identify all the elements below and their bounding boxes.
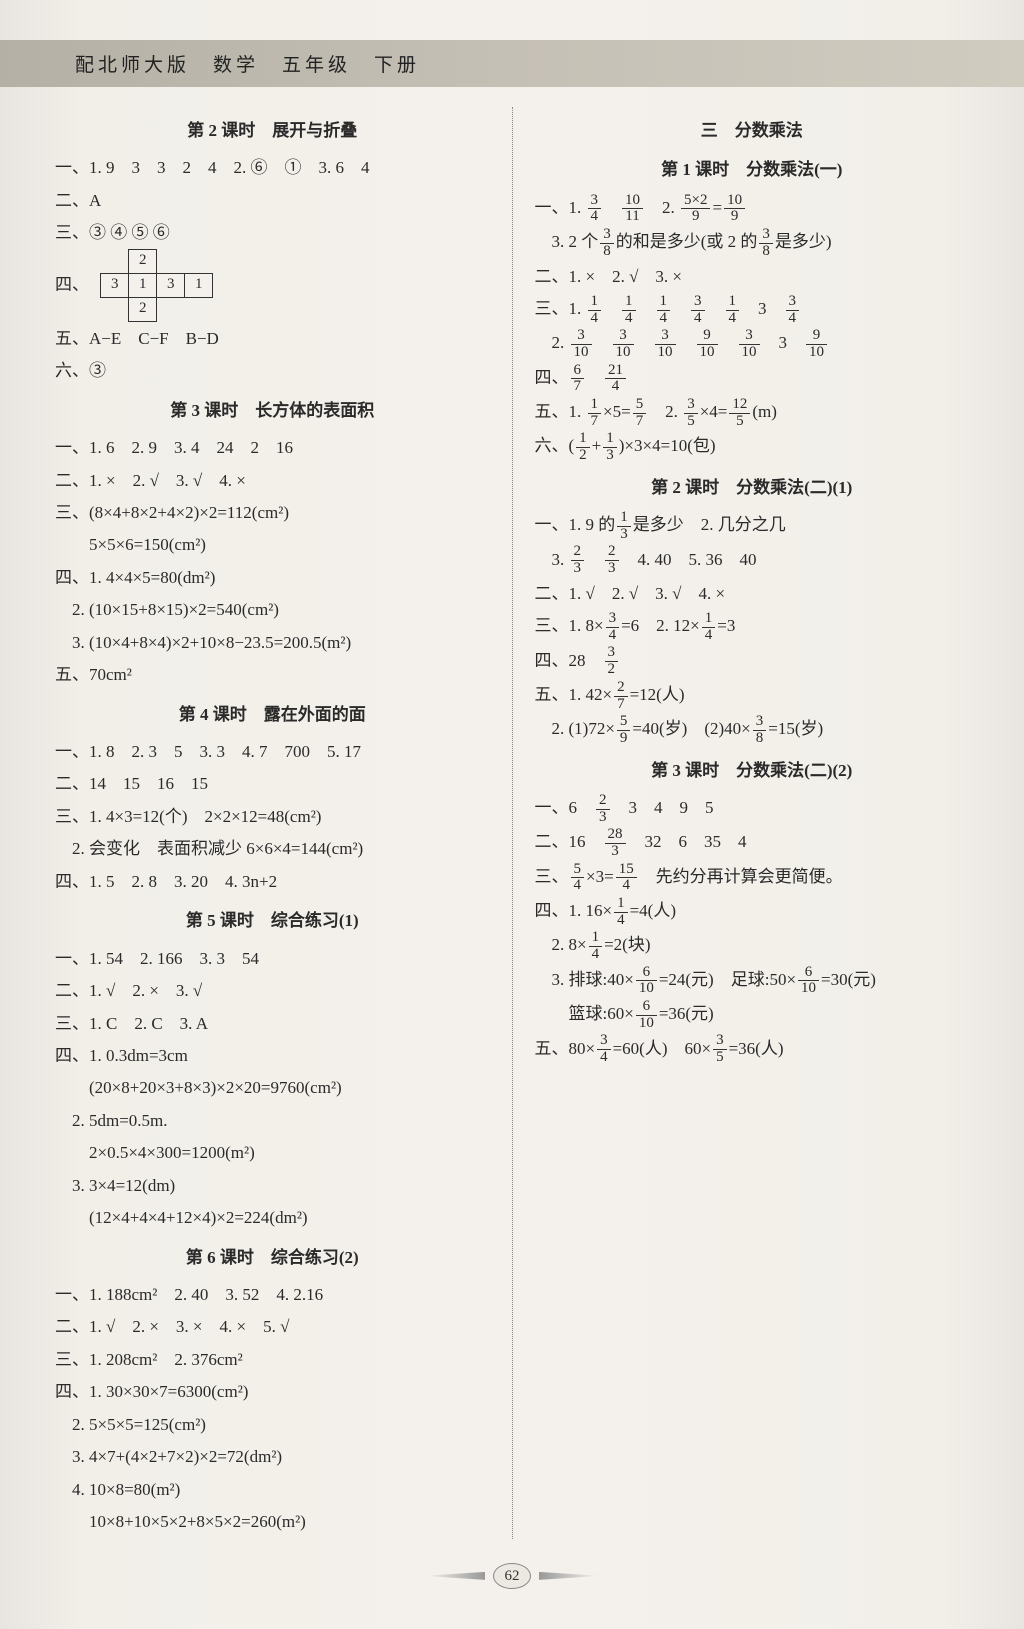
- answer-line: 一、6 23 3 4 9 5: [535, 792, 970, 825]
- answer-line: 3. 4×7+(4×2+7×2)×2=72(dm²): [55, 1441, 490, 1472]
- answer-line: 3. 3×4=12(dm): [55, 1170, 490, 1201]
- section-title: 第 5 课时 综合练习(1): [55, 905, 490, 936]
- ornament-wing-left-icon: [425, 1572, 485, 1580]
- answer-line: 一、1. 8 2. 3 5 3. 3 4. 7 700 5. 17: [55, 736, 490, 767]
- answer-line: 一、1. 6 2. 9 3. 4 24 2 16: [55, 432, 490, 463]
- section-title: 第 2 课时 展开与折叠: [55, 115, 490, 146]
- answer-line: 三、1. C 2. C 3. A: [55, 1008, 490, 1039]
- ornament-wing-right-icon: [539, 1572, 599, 1580]
- section-title: 第 4 课时 露在外面的面: [55, 699, 490, 730]
- answer-line: 三、54×3=154 先约分再计算会更简便。: [535, 861, 970, 894]
- answer-line: 3. (10×4+8×4)×2+10×8−23.5=200.5(m²): [55, 627, 490, 658]
- answer-line: 一、1. 188cm² 2. 40 3. 52 4. 2.16: [55, 1279, 490, 1310]
- label: 四、: [55, 275, 89, 294]
- answer-line: 2. 8×14=2(块): [535, 929, 970, 962]
- answer-line: 3. 排球:40×610=24(元) 足球:50×610=30(元): [535, 964, 970, 997]
- answer-line: 六、(12+13)×3×4=10(包): [535, 430, 970, 463]
- answer-line: 三、1. 208cm² 2. 376cm²: [55, 1344, 490, 1375]
- page-number: 62: [493, 1563, 531, 1589]
- answer-line: 2. 310 310 310 910 310 3 910: [535, 327, 970, 360]
- answer-line: 10×8+10×5×2+8×5×2=260(m²): [55, 1506, 490, 1537]
- answer-line: 五、1. 42×27=12(人): [535, 679, 970, 712]
- answer-line: 二、1. × 2. √ 3. √ 4. ×: [55, 465, 490, 496]
- answer-line: 2. (1)72×59=40(岁) (2)40×38=15(岁): [535, 713, 970, 746]
- answer-line: 五、80×34=60(人) 60×35=36(人): [535, 1033, 970, 1066]
- section-title: 第 3 课时 长方体的表面积: [55, 395, 490, 426]
- answer-line: 3. 23 23 4. 40 5. 36 40: [535, 544, 970, 577]
- answer-line: 一、1. 54 2. 166 3. 3 54: [55, 943, 490, 974]
- answer-line: 四、1. 30×30×7=6300(cm²): [55, 1376, 490, 1407]
- answer-line: 四、1. 0.3dm=3cm: [55, 1040, 490, 1071]
- answer-line: 三、(8×4+8×2+4×2)×2=112(cm²): [55, 497, 490, 528]
- section-title: 第 6 课时 综合练习(2): [55, 1242, 490, 1273]
- answer-line: (12×4+4×4+12×4)×2=224(dm²): [55, 1202, 490, 1233]
- answer-line: 三、1. 14 14 14 34 14 3 34: [535, 293, 970, 326]
- answer-line: 五、1. 17×5=57 2. 35×4=125(m): [535, 396, 970, 429]
- answer-line: 二、1. √ 2. × 3. √: [55, 975, 490, 1006]
- section-title: 第 1 课时 分数乘法(一): [535, 154, 970, 185]
- answer-line: 4. 10×8=80(m²): [55, 1474, 490, 1505]
- page: 配北师大版 数学 五年级 下册 第 2 课时 展开与折叠 一、1. 9 3 3 …: [0, 0, 1024, 1629]
- answer-line: 五、70cm²: [55, 659, 490, 690]
- answer-line: 二、1. × 2. √ 3. ×: [535, 261, 970, 292]
- answer-line: 二、1. √ 2. √ 3. √ 4. ×: [535, 578, 970, 609]
- answer-line: 三、③ ④ ⑤ ⑥: [55, 217, 490, 248]
- answer-line: 篮球:60×610=36(元): [535, 998, 970, 1031]
- section-title: 第 3 课时 分数乘法(二)(2): [535, 755, 970, 786]
- column-divider: [512, 107, 513, 1539]
- net-grid: 2 3131 2: [101, 250, 213, 322]
- answer-line: 六、③: [55, 355, 490, 386]
- answer-line: 2. 5×5×5=125(cm²): [55, 1409, 490, 1440]
- answer-line: 一、1. 9 3 3 2 4 2. ⑥ ① 3. 6 4: [55, 152, 490, 183]
- answer-line: 2. 5dm=0.5m.: [55, 1105, 490, 1136]
- answer-line: 5×5×6=150(cm²): [55, 529, 490, 560]
- answer-line: 二、1. √ 2. × 3. × 4. × 5. √: [55, 1311, 490, 1342]
- right-column: 三 分数乘法 第 1 课时 分数乘法(一) 一、1. 34 1011 2. 5×…: [517, 107, 970, 1539]
- page-number-ornament: 62: [55, 1563, 969, 1589]
- answer-line: 二、14 15 16 15: [55, 768, 490, 799]
- answer-line: 3. 2 个38的和是多少(或 2 的38是多少): [535, 226, 970, 259]
- answer-line: 四、1. 5 2. 8 3. 20 4. 3n+2: [55, 866, 490, 897]
- answer-line: (20×8+20×3+8×3)×2×20=9760(cm²): [55, 1072, 490, 1103]
- answer-line: 二、16 283 32 6 35 4: [535, 826, 970, 859]
- answer-line: 一、1. 34 1011 2. 5×29=109: [535, 192, 970, 225]
- answer-line: 四、 2 3131 2: [55, 250, 490, 322]
- answer-line: 四、67 214: [535, 362, 970, 395]
- unit-title: 三 分数乘法: [535, 115, 970, 146]
- answer-line: 2. (10×15+8×15)×2=540(cm²): [55, 594, 490, 625]
- left-column: 第 2 课时 展开与折叠 一、1. 9 3 3 2 4 2. ⑥ ① 3. 6 …: [55, 107, 508, 1539]
- answer-line: 二、A: [55, 185, 490, 216]
- answer-line: 四、1. 16×14=4(人): [535, 895, 970, 928]
- section-title: 第 2 课时 分数乘法(二)(1): [535, 472, 970, 503]
- answer-line: 三、1. 4×3=12(个) 2×2×12=48(cm²): [55, 801, 490, 832]
- answer-line: 2. 会变化 表面积减少 6×6×4=144(cm²): [55, 833, 490, 864]
- book-header: 配北师大版 数学 五年级 下册: [0, 40, 1024, 87]
- answer-line: 2×0.5×4×300=1200(m²): [55, 1137, 490, 1168]
- answer-line: 四、1. 4×4×5=80(dm²): [55, 562, 490, 593]
- content-columns: 第 2 课时 展开与折叠 一、1. 9 3 3 2 4 2. ⑥ ① 3. 6 …: [55, 107, 969, 1539]
- answer-line: 五、A−E C−F B−D: [55, 323, 490, 354]
- answer-line: 三、1. 8×34=6 2. 12×14=3: [535, 610, 970, 643]
- answer-line: 一、1. 9 的13是多少 2. 几分之几: [535, 509, 970, 542]
- answer-line: 四、28 32: [535, 645, 970, 678]
